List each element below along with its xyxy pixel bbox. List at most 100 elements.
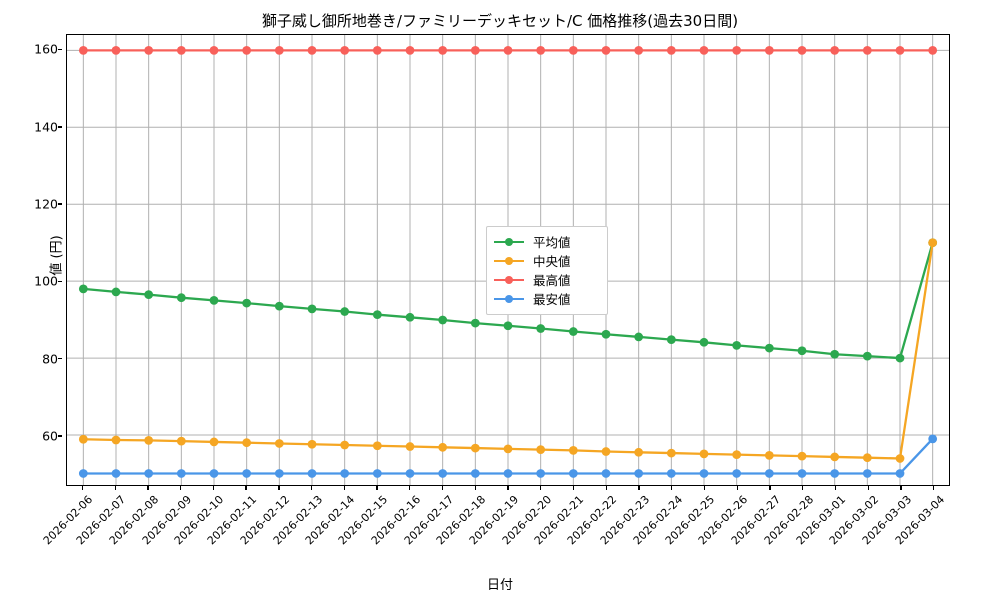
legend-label: 平均値 <box>533 235 571 250</box>
data-point-marker <box>176 469 186 478</box>
data-point-marker <box>470 46 480 55</box>
y-tick-label: 100 <box>34 273 58 289</box>
legend-dot-icon <box>505 294 513 303</box>
data-point-marker <box>111 469 121 478</box>
data-point-marker <box>78 284 88 294</box>
x-tick-mark <box>605 486 607 490</box>
x-tick-mark <box>540 486 542 490</box>
legend-item-1[interactable]: 中央値 <box>494 251 600 270</box>
data-point-marker <box>732 469 742 478</box>
data-point-marker <box>699 449 709 459</box>
y-tick-label: 80 <box>42 351 58 366</box>
data-point-marker <box>862 453 872 463</box>
data-point-marker <box>242 298 252 308</box>
data-point-marker <box>666 448 676 458</box>
data-point-marker <box>634 332 644 342</box>
data-point-marker <box>372 441 382 451</box>
y-tick-label: 60 <box>42 428 58 444</box>
data-point-marker <box>470 443 480 453</box>
data-point-marker <box>176 436 186 446</box>
data-point-marker <box>111 46 121 55</box>
series-2 <box>78 46 938 55</box>
data-point-marker <box>503 444 513 454</box>
x-tick-mark <box>769 486 771 490</box>
data-series-layer <box>78 46 938 478</box>
data-point-marker <box>601 469 611 478</box>
x-tick-mark <box>474 486 476 490</box>
data-point-marker <box>601 329 611 339</box>
data-point-marker <box>666 469 676 478</box>
legend-item-3[interactable]: 最安値 <box>494 289 600 308</box>
data-point-marker <box>797 451 807 461</box>
data-point-marker <box>209 46 219 55</box>
data-point-marker <box>601 447 611 456</box>
data-point-marker <box>895 46 905 55</box>
data-point-marker <box>307 46 317 55</box>
data-point-marker <box>340 307 350 316</box>
x-tick-mark <box>736 486 738 490</box>
y-axis-tick-labels: 60 80 100 120 140 160 <box>0 34 62 486</box>
data-point-marker <box>274 46 284 55</box>
data-point-marker <box>764 451 774 460</box>
data-point-marker <box>307 469 317 478</box>
legend-label: 中央値 <box>533 254 571 269</box>
data-point-marker <box>340 469 350 478</box>
data-point-marker <box>405 469 415 478</box>
data-point-marker <box>536 469 546 478</box>
x-tick-mark <box>802 486 804 490</box>
legend-swatch-icon <box>494 292 524 306</box>
data-point-marker <box>144 46 154 55</box>
legend-item-0[interactable]: 平均値 <box>494 232 600 251</box>
y-tick-mark <box>58 435 62 437</box>
data-point-marker <box>862 46 872 55</box>
data-point-marker <box>340 440 350 450</box>
plot-area <box>66 34 950 486</box>
x-tick-mark <box>310 486 313 490</box>
data-point-marker <box>111 435 121 445</box>
data-point-marker <box>438 315 448 325</box>
data-point-marker <box>568 446 578 455</box>
data-point-marker <box>536 46 546 55</box>
x-tick-mark <box>834 486 837 490</box>
data-point-marker <box>274 301 284 311</box>
data-point-marker <box>830 452 840 462</box>
data-point-marker <box>830 469 840 478</box>
x-tick-mark <box>212 486 215 490</box>
x-tick-mark <box>179 486 182 490</box>
legend-item-2[interactable]: 最高値 <box>494 270 600 289</box>
data-point-marker <box>340 46 350 55</box>
data-point-marker <box>372 46 382 55</box>
data-point-marker <box>242 469 252 478</box>
data-point-marker <box>503 321 513 331</box>
data-point-marker <box>438 46 448 55</box>
chart-legend: 平均値中央値最高値 最安値 <box>486 226 608 315</box>
x-tick-mark <box>409 486 411 490</box>
y-tick-label: 160 <box>34 41 58 57</box>
data-point-marker <box>372 469 382 478</box>
y-tick-mark <box>58 126 62 128</box>
legend-label: 最高値 <box>533 273 571 288</box>
x-tick-mark <box>507 486 509 490</box>
series-3 <box>78 434 938 478</box>
data-point-marker <box>830 46 840 55</box>
x-tick-mark <box>933 486 935 490</box>
x-tick-mark <box>81 486 84 490</box>
x-tick-mark <box>441 486 444 490</box>
y-tick-mark <box>58 358 62 360</box>
data-point-marker <box>634 46 644 55</box>
data-point-marker <box>438 469 448 478</box>
data-point-marker <box>797 469 807 478</box>
data-point-marker <box>928 434 938 444</box>
data-point-marker <box>732 46 742 55</box>
y-tick-mark <box>58 203 62 205</box>
x-tick-mark <box>572 486 575 490</box>
data-point-marker <box>372 310 382 319</box>
data-point-marker <box>503 469 513 478</box>
data-point-marker <box>634 469 644 478</box>
data-point-marker <box>928 238 938 248</box>
data-point-marker <box>601 46 611 55</box>
data-point-marker <box>764 46 774 55</box>
data-point-marker <box>895 454 905 463</box>
data-point-marker <box>405 312 415 322</box>
